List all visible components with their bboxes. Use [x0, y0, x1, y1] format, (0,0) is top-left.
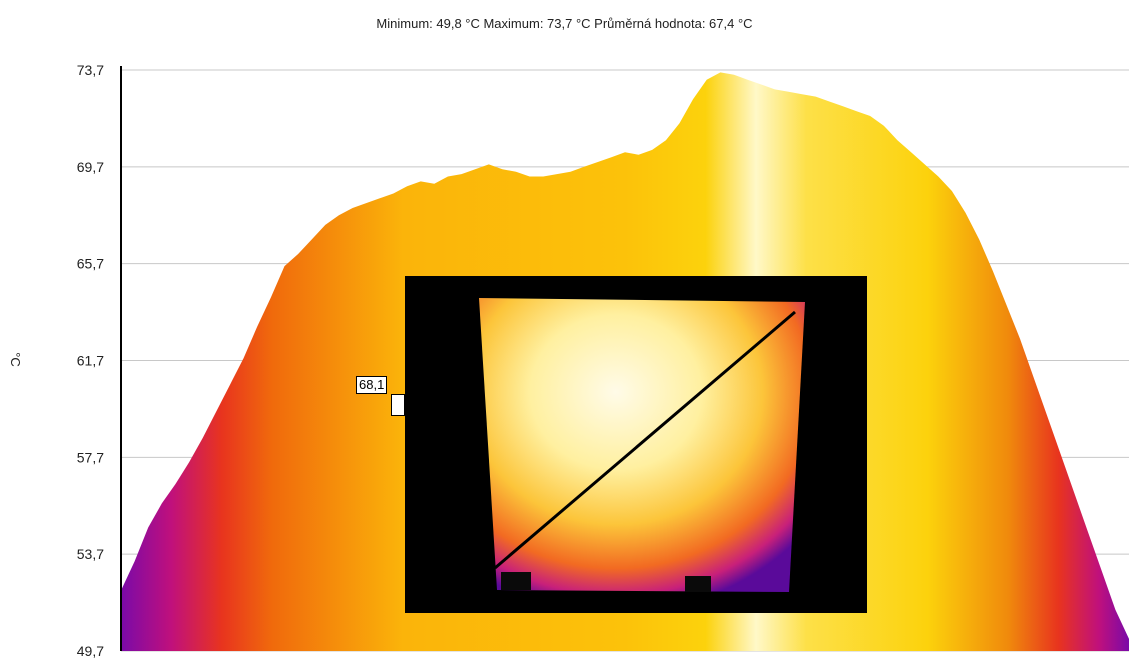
y-tick-labels: 49,7 53,7 57,7 61,7 65,7 69,7 73,7 — [77, 62, 104, 659]
y-tick-label: 53,7 — [77, 546, 104, 562]
thermal-image-picture — [405, 276, 867, 613]
cursor-marker-handle[interactable] — [391, 394, 405, 416]
y-tick-label: 73,7 — [77, 62, 104, 78]
thermal-image — [405, 276, 867, 613]
y-tick-label: 57,7 — [77, 449, 104, 465]
y-axis-label: °C — [7, 352, 23, 367]
y-tick-label: 69,7 — [77, 159, 104, 175]
y-tick-label: 65,7 — [77, 256, 104, 272]
temperature-stats: Minimum: 49,8 °C Maximum: 73,7 °C Průměr… — [376, 16, 753, 31]
y-tick-label: 61,7 — [77, 353, 104, 369]
profile-line — [494, 310, 796, 570]
cursor-value-label: 68,1 — [356, 376, 388, 394]
y-tick-label: 49,7 — [77, 643, 104, 659]
